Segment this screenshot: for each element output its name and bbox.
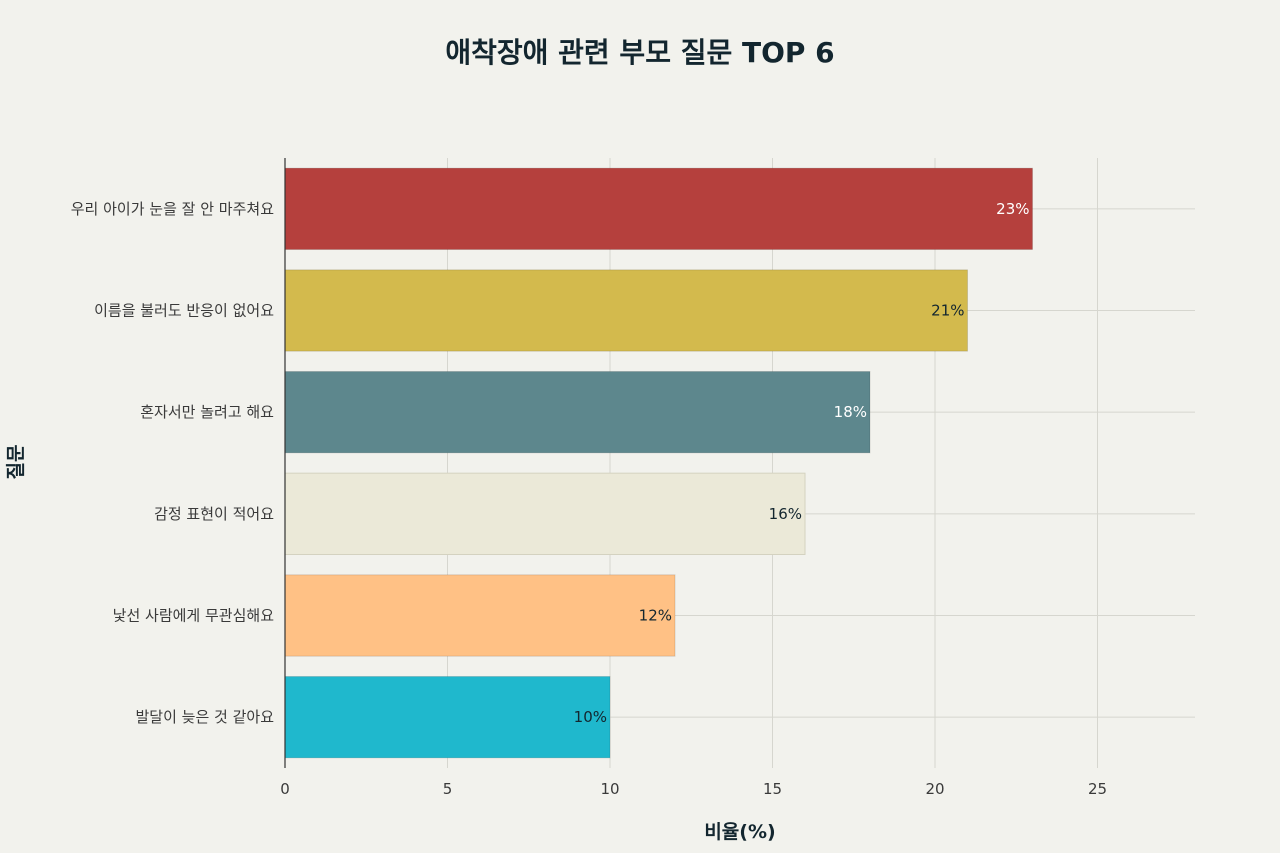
bar [284,676,611,759]
x-tick-label: 5 [443,780,453,798]
bar-value-label: 23% [996,200,1029,218]
category-label: 우리 아이가 눈을 잘 안 마주쳐요 [71,200,274,218]
x-tick-label: 15 [763,780,782,798]
x-tick-label: 0 [280,780,290,798]
bar-value-label: 21% [931,302,964,320]
category-label: 혼자서만 놀려고 해요 [140,403,274,421]
bars: 23% 21% 18% 16% 12% 10% [284,167,1033,759]
bar-value-label: 16% [769,505,802,523]
category-label: 낯선 사람에게 무관심해요 [113,607,275,625]
x-tick-label: 25 [1088,780,1107,798]
y-axis-title: 질문 [5,445,27,480]
bar-value-label: 12% [639,607,672,625]
chart-title: 애착장애 관련 부모 질문 TOP 6 [445,36,834,69]
bar [284,574,676,657]
category-label: 이름을 불러도 반응이 없어요 [94,302,274,320]
bar [284,371,871,454]
category-label: 발달이 늦은 것 같아요 [135,708,274,726]
bar-value-label: 10% [574,708,607,726]
x-tick-label: 10 [600,780,619,798]
bar-value-label: 18% [834,403,867,421]
bar [284,472,806,555]
bar [284,167,1033,251]
bar [284,269,968,352]
category-label: 감정 표현이 적어요 [154,505,274,523]
x-tick-label: 20 [925,780,944,798]
x-axis-title: 비율(%) [704,821,775,843]
